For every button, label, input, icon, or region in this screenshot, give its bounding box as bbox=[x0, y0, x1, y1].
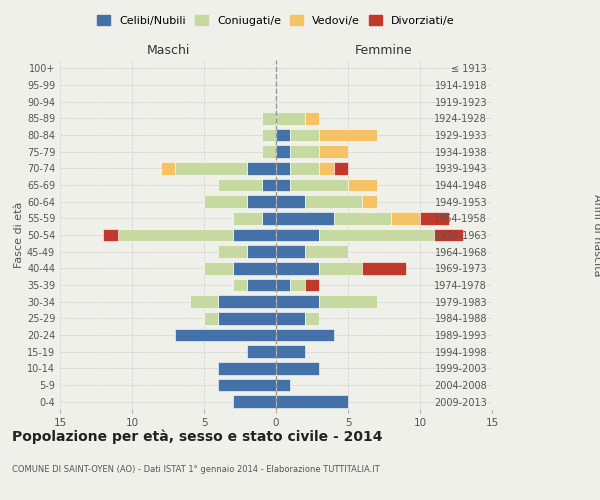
Bar bbox=[161, 162, 175, 174]
Bar bbox=[319, 162, 334, 174]
Bar bbox=[118, 229, 233, 241]
Bar bbox=[276, 246, 305, 258]
Bar bbox=[233, 262, 276, 274]
Bar bbox=[319, 129, 377, 141]
Bar bbox=[247, 162, 276, 174]
Bar bbox=[276, 379, 290, 391]
Bar bbox=[262, 146, 276, 158]
Bar bbox=[305, 279, 319, 291]
Bar bbox=[276, 279, 290, 291]
Bar bbox=[290, 162, 319, 174]
Bar bbox=[276, 262, 319, 274]
Bar bbox=[262, 212, 276, 224]
Bar bbox=[334, 212, 391, 224]
Bar bbox=[233, 279, 247, 291]
Bar bbox=[247, 246, 276, 258]
Bar bbox=[190, 296, 218, 308]
Text: Maschi: Maschi bbox=[146, 44, 190, 57]
Bar bbox=[319, 229, 434, 241]
Bar bbox=[276, 196, 305, 208]
Bar bbox=[290, 146, 319, 158]
Bar bbox=[247, 346, 276, 358]
Bar bbox=[305, 196, 362, 208]
Bar bbox=[276, 296, 319, 308]
Bar bbox=[276, 162, 290, 174]
Bar bbox=[175, 162, 247, 174]
Bar bbox=[262, 179, 276, 192]
Bar bbox=[276, 362, 319, 374]
Bar bbox=[276, 212, 334, 224]
Bar bbox=[319, 146, 348, 158]
Bar bbox=[247, 279, 276, 291]
Bar bbox=[362, 262, 406, 274]
Bar bbox=[305, 112, 319, 124]
Bar bbox=[233, 396, 276, 408]
Bar bbox=[276, 129, 290, 141]
Bar bbox=[276, 179, 290, 192]
Bar bbox=[305, 312, 319, 324]
Bar bbox=[305, 246, 348, 258]
Bar bbox=[348, 179, 377, 192]
Bar bbox=[103, 229, 118, 241]
Bar bbox=[420, 212, 449, 224]
Bar bbox=[218, 296, 276, 308]
Bar bbox=[233, 229, 276, 241]
Bar bbox=[276, 329, 334, 341]
Bar bbox=[218, 379, 276, 391]
Bar bbox=[319, 262, 362, 274]
Bar bbox=[204, 262, 233, 274]
Bar bbox=[334, 162, 348, 174]
Bar bbox=[276, 229, 319, 241]
Bar bbox=[247, 196, 276, 208]
Bar bbox=[276, 312, 305, 324]
Legend: Celibi/Nubili, Coniugati/e, Vedovi/e, Divorziati/e: Celibi/Nubili, Coniugati/e, Vedovi/e, Di… bbox=[93, 10, 459, 30]
Text: Femmine: Femmine bbox=[355, 44, 413, 57]
Bar bbox=[290, 179, 348, 192]
Bar bbox=[434, 229, 463, 241]
Bar bbox=[262, 112, 276, 124]
Y-axis label: Fasce di età: Fasce di età bbox=[14, 202, 24, 268]
Bar bbox=[218, 362, 276, 374]
Bar bbox=[276, 396, 348, 408]
Bar bbox=[175, 329, 276, 341]
Text: COMUNE DI SAINT-OYEN (AO) - Dati ISTAT 1° gennaio 2014 - Elaborazione TUTTITALIA: COMUNE DI SAINT-OYEN (AO) - Dati ISTAT 1… bbox=[12, 465, 380, 474]
Bar bbox=[204, 196, 247, 208]
Bar bbox=[391, 212, 420, 224]
Bar bbox=[204, 312, 218, 324]
Bar bbox=[276, 346, 305, 358]
Bar bbox=[319, 296, 377, 308]
Bar bbox=[218, 312, 276, 324]
Bar bbox=[262, 129, 276, 141]
Bar bbox=[276, 112, 305, 124]
Bar bbox=[233, 212, 262, 224]
Bar bbox=[218, 179, 262, 192]
Bar bbox=[290, 279, 305, 291]
Bar bbox=[218, 246, 247, 258]
Bar bbox=[276, 146, 290, 158]
Bar bbox=[290, 129, 319, 141]
Text: Popolazione per età, sesso e stato civile - 2014: Popolazione per età, sesso e stato civil… bbox=[12, 430, 383, 444]
Text: Anni di nascita: Anni di nascita bbox=[592, 194, 600, 276]
Bar bbox=[362, 196, 377, 208]
